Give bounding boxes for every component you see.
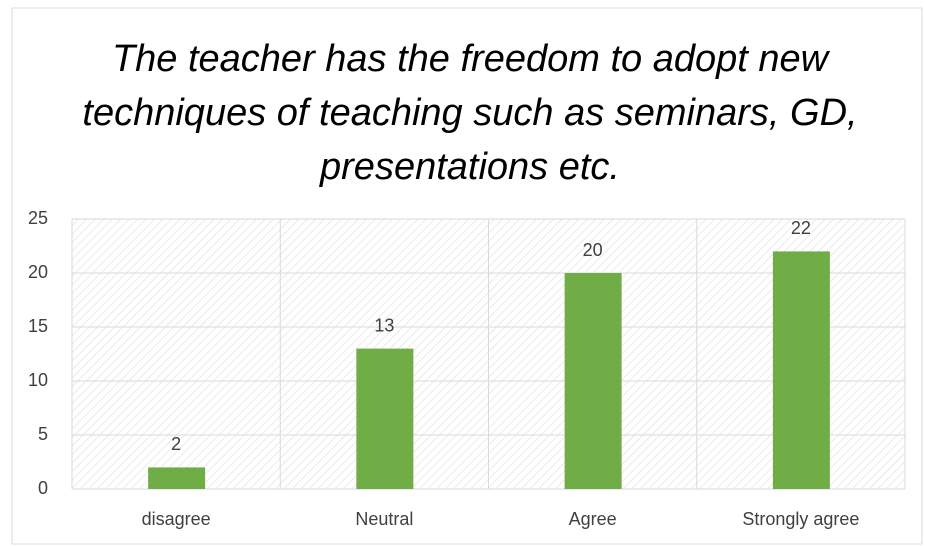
y-tick-label: 25 [28,208,48,228]
y-tick-label: 5 [38,424,48,444]
x-tick-label: Agree [569,509,617,529]
y-tick-label: 0 [38,478,48,498]
bar [356,348,414,489]
y-tick-label: 20 [28,262,48,282]
bar [772,251,830,489]
x-tick-label: Neutral [355,509,413,529]
x-tick-label: disagree [142,509,211,529]
data-label: 20 [583,240,603,260]
bar [148,467,206,489]
data-label: 13 [374,315,394,335]
data-label: 2 [171,434,181,454]
y-tick-label: 10 [28,370,48,390]
bar [564,273,622,489]
data-label: 22 [791,218,811,238]
x-tick-label: Strongly agree [742,509,859,529]
chart-title: The teacher has the freedom to adopt new… [82,38,858,188]
y-tick-label: 15 [28,316,48,336]
